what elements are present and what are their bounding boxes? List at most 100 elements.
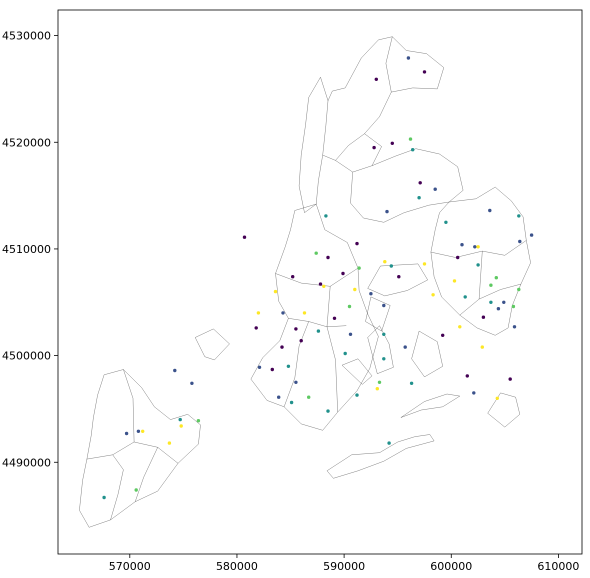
y-tick-label: 4530000 xyxy=(2,30,51,43)
data-point xyxy=(141,429,145,433)
y-axis: 4490000 4500000 4510000 4520000 4530000 xyxy=(2,30,58,469)
data-point xyxy=(273,289,278,294)
data-point xyxy=(375,387,379,391)
data-point xyxy=(418,181,422,185)
data-point xyxy=(397,275,401,279)
data-point xyxy=(458,325,462,329)
data-point xyxy=(408,137,413,141)
x-tick-label: 570000 xyxy=(109,560,151,573)
x-tick-label: 580000 xyxy=(216,560,258,573)
data-point xyxy=(341,271,345,276)
data-point xyxy=(488,208,492,213)
boundary-line xyxy=(110,454,124,520)
data-point xyxy=(489,283,493,287)
data-point xyxy=(270,367,274,372)
data-point xyxy=(294,380,298,384)
x-tick-label: 590000 xyxy=(323,560,365,573)
plot-area xyxy=(57,9,583,555)
data-point xyxy=(347,304,352,309)
data-point xyxy=(431,293,435,297)
data-point xyxy=(332,316,337,320)
data-point xyxy=(422,262,427,266)
y-tick-label: 4510000 xyxy=(2,243,51,256)
data-point xyxy=(406,56,411,60)
data-point xyxy=(422,70,427,74)
data-point xyxy=(348,332,353,336)
data-point xyxy=(465,374,469,378)
data-point xyxy=(517,214,521,218)
data-point xyxy=(299,339,303,343)
data-point xyxy=(508,377,512,381)
y-tick-label: 4490000 xyxy=(2,456,51,469)
data-point xyxy=(324,214,328,218)
boundary-line xyxy=(135,447,158,502)
data-point xyxy=(444,220,448,224)
boundary-line xyxy=(367,325,394,374)
x-tick-label: 610000 xyxy=(537,560,579,573)
data-point xyxy=(343,351,347,356)
data-point xyxy=(460,243,464,247)
boundary-line xyxy=(288,318,347,327)
data-point xyxy=(403,345,407,349)
data-point xyxy=(390,141,394,145)
data-point xyxy=(529,233,534,237)
data-point xyxy=(326,409,330,413)
data-point xyxy=(289,400,294,405)
data-point xyxy=(167,441,172,445)
data-point xyxy=(441,333,445,337)
data-point xyxy=(382,357,386,361)
data-point xyxy=(495,396,499,400)
boundary-line xyxy=(367,263,428,297)
boundary-line xyxy=(298,77,329,213)
boundary-line xyxy=(322,36,393,161)
data-point xyxy=(518,239,522,244)
data-point xyxy=(280,345,284,349)
boundary-line xyxy=(341,358,373,385)
boundary-line xyxy=(326,286,338,413)
boundary-line xyxy=(123,369,135,443)
boundary-line xyxy=(275,267,359,287)
data-point xyxy=(452,279,457,283)
boundary-line xyxy=(400,393,460,418)
data-point xyxy=(281,311,285,315)
data-point xyxy=(496,307,501,311)
borough-boundaries xyxy=(79,36,531,528)
y-tick-label: 4500000 xyxy=(2,350,51,363)
data-point xyxy=(307,395,311,399)
data-point xyxy=(254,326,258,330)
data-point xyxy=(383,260,387,264)
data-point xyxy=(374,77,378,82)
data-point xyxy=(242,235,247,239)
boundary-line xyxy=(326,434,435,479)
data-point xyxy=(472,391,476,395)
data-point xyxy=(463,295,467,299)
data-point xyxy=(355,241,359,246)
data-point xyxy=(256,311,261,315)
data-point xyxy=(476,263,480,267)
data-point xyxy=(377,380,382,384)
data-point xyxy=(173,368,177,373)
data-point xyxy=(322,284,326,288)
data-point xyxy=(134,488,138,492)
data-point xyxy=(382,332,386,336)
data-point xyxy=(387,441,391,445)
data-point xyxy=(318,282,323,286)
data-point xyxy=(473,245,477,249)
data-point xyxy=(369,292,373,296)
data-point xyxy=(481,315,486,319)
data-point xyxy=(316,329,321,333)
data-point xyxy=(355,393,359,397)
data-point xyxy=(512,325,517,329)
boundary-line xyxy=(195,328,230,361)
data-point xyxy=(502,300,506,304)
data-point xyxy=(294,327,298,331)
boundary-line xyxy=(250,203,379,431)
y-tick-label: 4520000 xyxy=(2,136,51,149)
boundary-line xyxy=(283,321,309,407)
data-point xyxy=(326,255,330,260)
data-point xyxy=(411,148,415,152)
data-point xyxy=(286,364,291,368)
data-point xyxy=(314,251,318,255)
boundary-line xyxy=(478,251,483,300)
data-point xyxy=(372,145,376,150)
